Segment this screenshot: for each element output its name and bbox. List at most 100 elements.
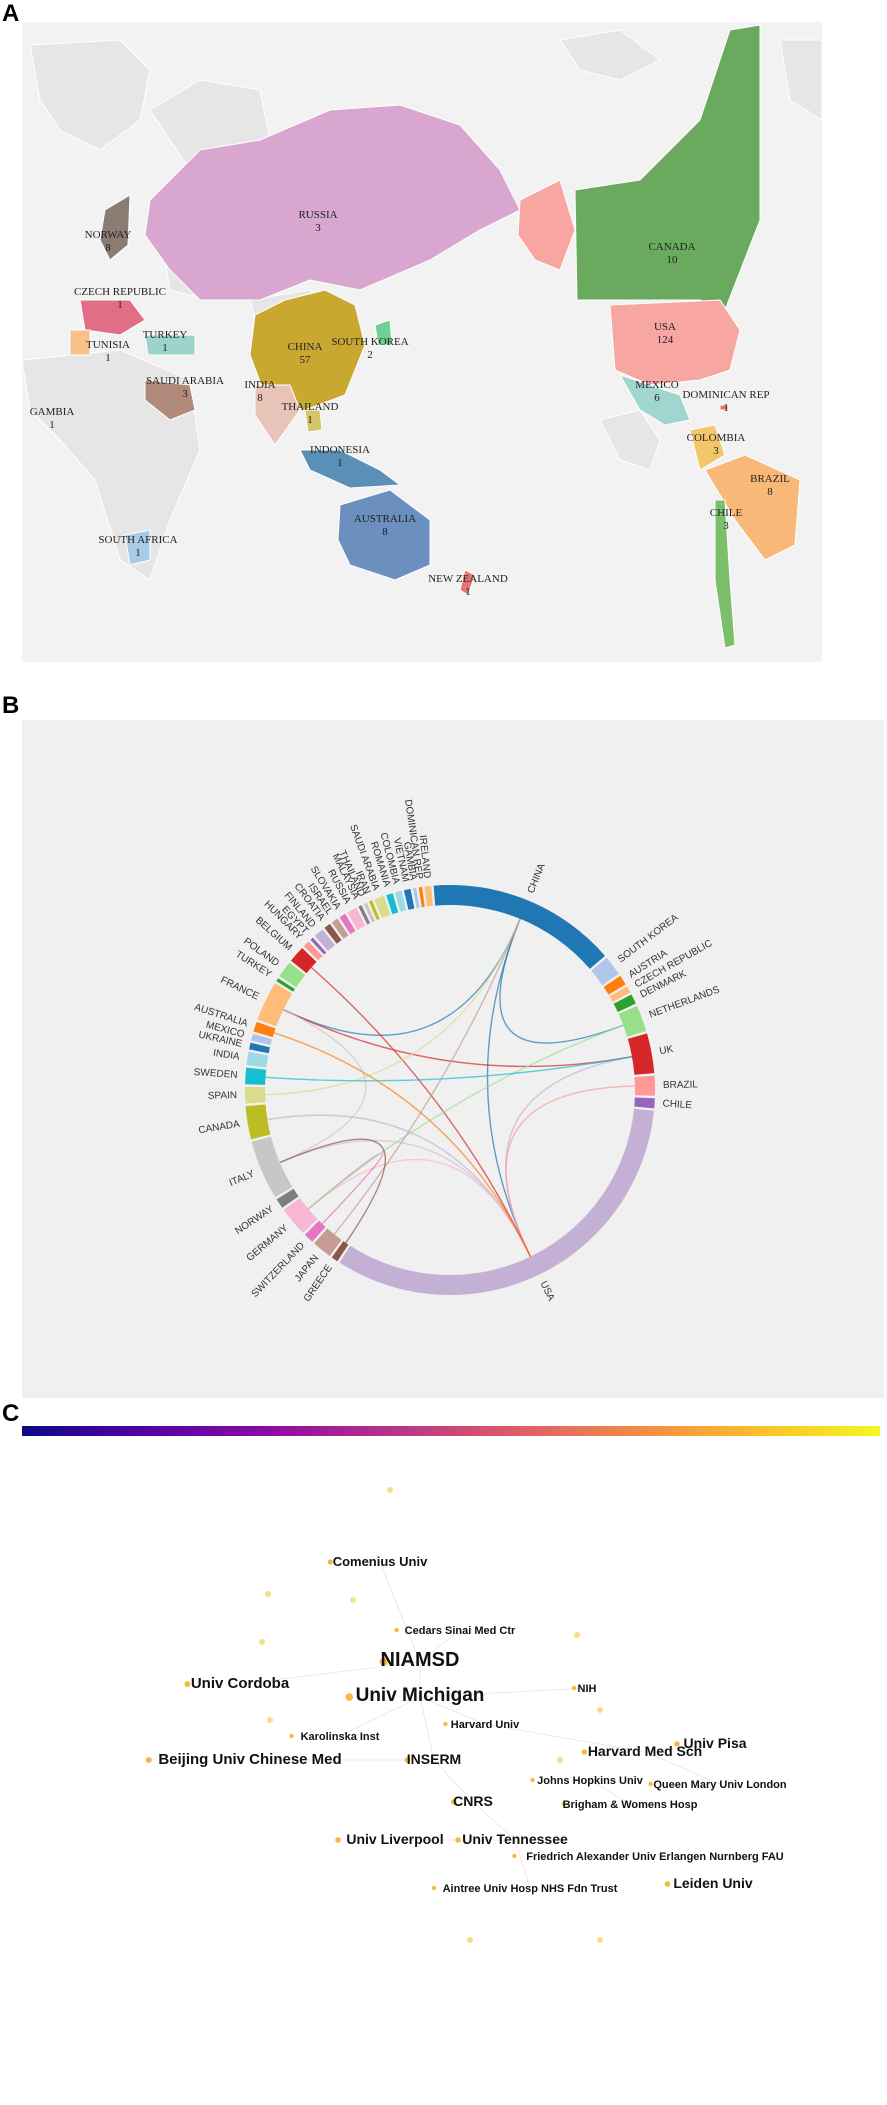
chord-arc-ireland [424, 885, 434, 907]
map-label-south-africa: SOUTH AFRICA [98, 534, 177, 546]
region-turkey [144, 334, 196, 356]
institution-network: Comenius Univ Cedars Sinai Med Ctr NIAMSD U… [22, 1426, 880, 1943]
map-value-saudi-arabia: 3 [182, 388, 188, 400]
region-south-korea [374, 319, 393, 346]
chord-arc-greece [331, 1241, 349, 1262]
network-node-inserm [404, 1757, 411, 1763]
map-label-canada: CANADA [648, 241, 695, 253]
network-label-friedrich-alexander-univ-erlangen-nurnberg-fau: Friedrich Alexander Univ Erlangen Nurnbe… [526, 1851, 784, 1863]
chord-arc-brazil [634, 1075, 655, 1096]
network-node-minor [267, 1717, 273, 1723]
map-label-russia: RUSSIA [298, 209, 337, 221]
network-label-comenius-univ: Comenius Univ [333, 1554, 428, 1569]
region-india [254, 384, 301, 446]
network-edge [419, 1696, 486, 1725]
network-edge [589, 1779, 631, 1805]
world-map: RUSSIA3CANADA10USA124CHINA57NORWAY8CZECH… [21, 22, 823, 662]
network-edge [419, 1687, 588, 1698]
region-saudi [144, 379, 196, 421]
chord-arc-usa [339, 1108, 654, 1295]
map-value-turkey: 1 [162, 342, 168, 354]
map-label-saudi-arabia: SAUDI ARABIA [146, 375, 224, 387]
network-node-minor [557, 1757, 563, 1763]
map-label-czech-republic: CZECH REPUBLIC [74, 286, 166, 298]
region-czech [79, 299, 146, 336]
network-label-cedars-sinai-med-ctr: Cedars Sinai Med Ctr [405, 1625, 516, 1637]
network-node-karolinska-inst [289, 1733, 294, 1739]
network-label-brigham-womens-hosp: Brigham & Womens Hosp [563, 1799, 698, 1811]
chord-arc-hungary [303, 941, 323, 961]
region-russia [144, 104, 521, 301]
chord-label-uk: UK [659, 1044, 675, 1057]
region-china [249, 289, 366, 411]
network-label-harvard-univ: Harvard Univ [451, 1719, 520, 1731]
network-label-karolinska-inst: Karolinska Inst [301, 1731, 380, 1743]
map-label-chile: CHILE [710, 507, 743, 519]
network-node-harvard-med-sch [581, 1749, 588, 1755]
network-node-univ-tennessee [455, 1837, 461, 1843]
map-label-indonesia: INDONESIA [310, 444, 370, 456]
chord-label-brazil: BRAZIL [663, 1079, 699, 1091]
chord-arc-austria [603, 975, 626, 995]
region-brazil [704, 454, 801, 561]
chord-label-chile: CHILE [662, 1098, 692, 1111]
map-value-gambia: 1 [49, 419, 55, 431]
chord-arc-belgium [290, 948, 317, 974]
region-mexico [618, 374, 691, 426]
map-label-colombia: COLOMBIA [687, 432, 746, 444]
network-node-brigham-womens-hosp [561, 1801, 566, 1807]
map-labels: RUSSIA3CANADA10USA124CHINA57NORWAY8CZECH… [30, 209, 790, 598]
region-tunisia [69, 329, 91, 356]
panel-c-letter: C [2, 1400, 20, 1427]
chord-link-brazil-usa [505, 1085, 635, 1257]
map-value-china: 57 [300, 354, 312, 366]
network-label-cnrs: CNRS [453, 1793, 493, 1809]
network-labels: Comenius Univ Cedars Sinai Med Ctr NIAMSD U… [158, 1554, 787, 1895]
region-thailand [304, 409, 323, 433]
map-value-canada: 10 [667, 254, 679, 266]
chord-label-india: INDIA [212, 1048, 240, 1063]
map-value-norway: 8 [105, 242, 111, 254]
map-value-india: 8 [257, 392, 263, 404]
map-label-mexico: MEXICO [635, 379, 678, 391]
map-label-thailand: THAILAND [282, 401, 339, 413]
region-new-zealand [459, 569, 476, 596]
map-value-dominican-rep: 1 [723, 402, 729, 414]
map-value-indonesia: 1 [337, 457, 343, 469]
network-label-johns-hopkins-univ: Johns Hopkins Univ [537, 1775, 644, 1787]
map-value-thailand: 1 [307, 414, 313, 426]
network-node-comenius-univ [327, 1559, 333, 1565]
network-label-univ-michigan: Univ Michigan [356, 1685, 485, 1706]
network-label-queen-mary-univ-london: Queen Mary Univ London [653, 1779, 787, 1791]
chord-arc-uk [627, 1033, 655, 1075]
network-node-minor [597, 1707, 603, 1713]
chord-arc-canada [245, 1104, 271, 1140]
network-edge [484, 1723, 646, 1753]
chord-label-ireland: IRELAND [417, 835, 433, 879]
chord-arc-czech-republic [609, 986, 631, 1002]
chord-arc-israel [331, 918, 349, 939]
network-node-minor [265, 1591, 271, 1597]
network-label-univ-liverpool: Univ Liverpool [346, 1831, 443, 1847]
map-label-turkey: TURKEY [143, 329, 188, 341]
chord-arc-colombia [395, 890, 407, 912]
network-label-inserm: INSERM [407, 1751, 461, 1767]
region-dominican-rep [719, 404, 729, 411]
chord-arc-poland [279, 962, 306, 988]
region-usa [609, 299, 741, 386]
network-node-harvard-univ [443, 1721, 448, 1727]
network-node-queen-mary-univ-london [648, 1781, 653, 1787]
chord-arc-gambia [412, 887, 420, 909]
map-label-tunisia: TUNISIA [86, 339, 130, 351]
map-value-chile: 3 [723, 520, 729, 532]
network-node-univ-liverpool [335, 1837, 341, 1843]
chord-arc-turkey [276, 978, 295, 992]
chord-link-greece-italy [279, 1138, 386, 1244]
chord-link-japan-china [333, 918, 521, 1235]
network-label-harvard-med-sch: Harvard Med Sch [588, 1743, 702, 1759]
chord-arc-chile [634, 1097, 655, 1109]
chord-arcs [245, 885, 655, 1295]
map-label-australia: AUSTRALIA [354, 513, 416, 525]
network-node-cnrs [451, 1799, 457, 1805]
